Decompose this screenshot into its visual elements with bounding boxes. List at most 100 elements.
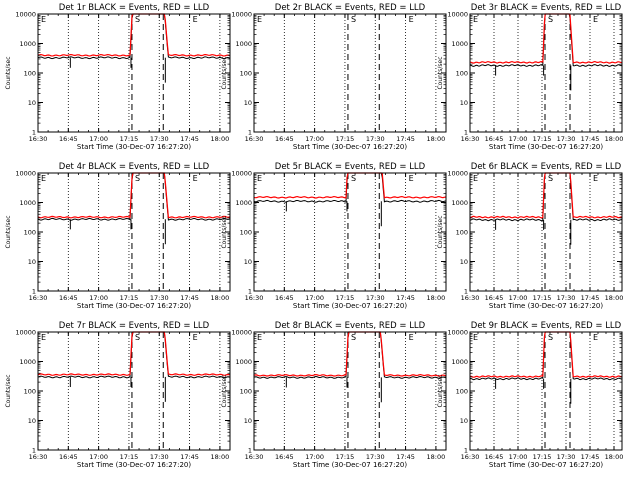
x-tick-label: 17:00 xyxy=(509,453,528,461)
marker-label: S xyxy=(135,174,140,183)
lld-series-line xyxy=(470,172,623,219)
y-tick-label: 10000 xyxy=(447,329,468,337)
x-tick-label: 17:15 xyxy=(120,135,139,143)
y-tick-label: 1 xyxy=(32,129,36,137)
y-tick-label: 1000 xyxy=(19,199,36,207)
x-tick-label: 17:15 xyxy=(533,135,552,143)
y-axis-label: Counts/sec xyxy=(221,215,228,248)
y-tick-label: 100 xyxy=(24,70,36,78)
marker-label: E xyxy=(193,15,198,24)
x-tick-label: 17:45 xyxy=(180,453,199,461)
x-tick-label: 17:30 xyxy=(366,453,385,461)
x-tick-label: 16:30 xyxy=(461,135,480,143)
y-tick-label: 10 xyxy=(460,258,468,266)
x-tick-label: 17:45 xyxy=(581,453,600,461)
detector-chart-4: Det 4r BLACK = Events, RED = LLD E S E 16:30… xyxy=(5,162,231,310)
y-tick-label: 1000 xyxy=(235,358,252,366)
x-axis-label: Start Time (30-Dec-07 16:27:20) xyxy=(489,302,603,310)
plot-frame xyxy=(469,13,623,133)
y-tick-label: 10000 xyxy=(447,11,468,19)
chart-title: Det 4r BLACK = Events, RED = LLD xyxy=(59,162,210,172)
x-tick-label: 17:45 xyxy=(581,294,600,302)
y-tick-label: 1 xyxy=(32,447,36,455)
marker-label: E xyxy=(593,15,598,24)
marker-label: E xyxy=(473,174,478,183)
y-tick-label: 10 xyxy=(244,99,252,107)
y-tick-label: 10 xyxy=(244,417,252,425)
x-axis-label: Start Time (30-Dec-07 16:27:20) xyxy=(77,461,191,469)
marker-label: E xyxy=(257,333,262,342)
x-tick-label: 17:00 xyxy=(509,294,528,302)
y-tick-label: 10 xyxy=(28,258,36,266)
x-tick-label: 16:30 xyxy=(461,294,480,302)
marker-label: E xyxy=(593,333,598,342)
x-tick-label: 18:00 xyxy=(605,135,624,143)
chart-title: Det 5r BLACK = Events, RED = LLD xyxy=(275,162,426,172)
x-tick-label: 16:45 xyxy=(485,135,504,143)
x-tick-label: 17:15 xyxy=(336,294,355,302)
x-tick-label: 17:15 xyxy=(336,135,355,143)
x-axis-label: Start Time (30-Dec-07 16:27:20) xyxy=(489,143,603,151)
detector-chart-9: Det 9r BLACK = Events, RED = LLD E S E 16:30… xyxy=(437,321,623,469)
detector-chart-3: Det 3r BLACK = Events, RED = LLD E S E 16:30… xyxy=(437,3,623,151)
x-tick-label: 17:15 xyxy=(120,453,139,461)
x-tick-label: 17:30 xyxy=(150,294,169,302)
x-tick-label: 17:45 xyxy=(396,135,415,143)
marker-label: S xyxy=(548,15,553,24)
marker-label: S xyxy=(135,15,140,24)
x-tick-label: 18:00 xyxy=(211,453,230,461)
detector-chart-5: Det 5r BLACK = Events, RED = LLD E S E 16:30… xyxy=(221,162,447,310)
x-axis-label: Start Time (30-Dec-07 16:27:20) xyxy=(489,461,603,469)
chart-title: Det 9r BLACK = Events, RED = LLD xyxy=(471,321,622,331)
y-tick-label: 10 xyxy=(28,417,36,425)
x-tick-label: 17:30 xyxy=(557,453,576,461)
detector-chart-8: Det 8r BLACK = Events, RED = LLD E S E 16:30… xyxy=(221,321,447,469)
y-axis-label: Counts/sec xyxy=(437,56,444,89)
plot-frame xyxy=(469,172,623,292)
y-axis-label: Counts/sec xyxy=(221,374,228,407)
y-tick-label: 100 xyxy=(456,388,468,396)
marker-label: E xyxy=(409,333,414,342)
marker-label: S xyxy=(351,333,356,342)
x-tick-label: 17:30 xyxy=(557,135,576,143)
x-tick-label: 16:30 xyxy=(245,135,264,143)
y-tick-label: 10 xyxy=(28,99,36,107)
y-tick-label: 100 xyxy=(240,70,252,78)
x-tick-label: 16:45 xyxy=(275,135,294,143)
plot-frame xyxy=(37,331,231,451)
x-tick-label: 16:45 xyxy=(59,294,78,302)
marker-label: E xyxy=(193,174,198,183)
y-tick-label: 10000 xyxy=(15,170,36,178)
y-tick-label: 10000 xyxy=(15,329,36,337)
x-tick-label: 16:30 xyxy=(29,135,48,143)
marker-label: E xyxy=(193,333,198,342)
x-tick-label: 18:00 xyxy=(211,294,230,302)
marker-label: S xyxy=(351,174,356,183)
x-tick-label: 17:00 xyxy=(305,453,324,461)
marker-label: E xyxy=(593,174,598,183)
y-tick-label: 1000 xyxy=(451,40,468,48)
plot-frame xyxy=(469,331,623,451)
y-axis-label: Counts/sec xyxy=(221,56,228,89)
x-tick-label: 18:00 xyxy=(211,135,230,143)
x-tick-label: 16:30 xyxy=(245,453,264,461)
y-tick-label: 10000 xyxy=(231,170,252,178)
x-tick-label: 17:00 xyxy=(89,294,108,302)
marker-label: S xyxy=(548,174,553,183)
x-tick-label: 16:45 xyxy=(485,294,504,302)
x-tick-label: 16:45 xyxy=(59,453,78,461)
y-tick-label: 1 xyxy=(32,288,36,296)
x-tick-label: 16:45 xyxy=(59,135,78,143)
x-tick-label: 17:30 xyxy=(150,135,169,143)
plot-frame xyxy=(37,13,231,133)
x-tick-label: 17:45 xyxy=(581,135,600,143)
events-series-line xyxy=(470,172,623,222)
y-axis-label: Counts/sec xyxy=(5,56,12,89)
y-tick-label: 1000 xyxy=(451,358,468,366)
y-tick-label: 1000 xyxy=(19,358,36,366)
marker-label: E xyxy=(473,333,478,342)
chart-title: Det 8r BLACK = Events, RED = LLD xyxy=(275,321,426,331)
plot-frame xyxy=(253,172,447,292)
y-axis-label: Counts/sec xyxy=(5,374,12,407)
